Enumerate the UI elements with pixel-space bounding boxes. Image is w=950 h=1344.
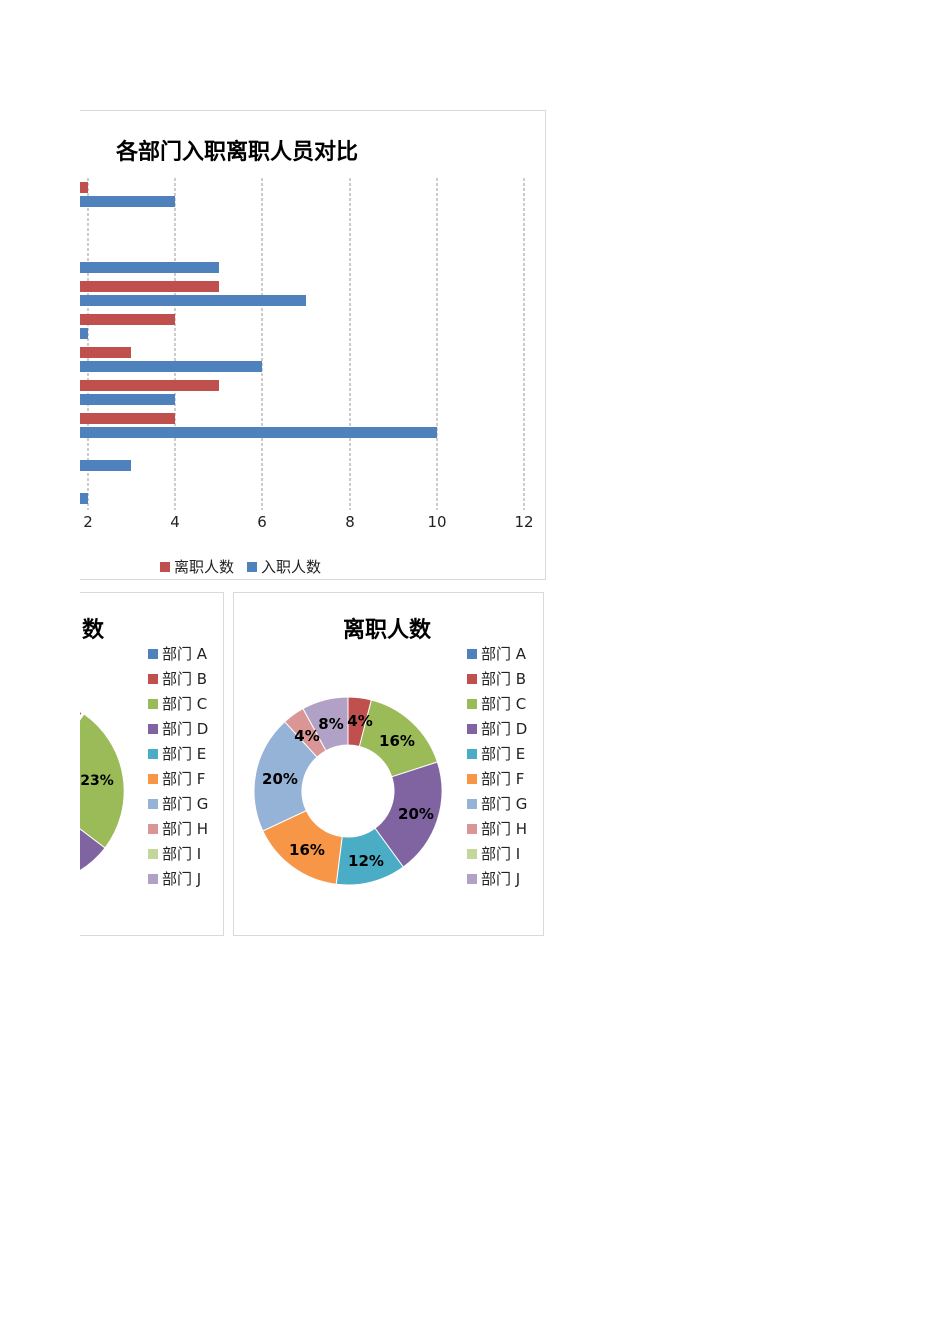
legend-swatch xyxy=(148,873,158,884)
donut-resign-title: 离职人数 xyxy=(343,618,432,643)
bar-hire-a xyxy=(80,493,88,504)
pie-slice-a xyxy=(80,711,83,717)
bar-hire-e xyxy=(80,361,262,372)
bar-hire-g xyxy=(80,295,306,306)
bar-resign-j xyxy=(80,182,88,193)
pie-slice-c xyxy=(80,713,125,849)
bar-chart-title: 各部门入职离职人员对比 xyxy=(116,140,359,165)
legend-swatch xyxy=(148,748,158,759)
legend-swatch xyxy=(148,648,158,659)
donut-label-e: 12% xyxy=(348,852,384,870)
x-tick: 8 xyxy=(345,513,355,531)
donut-label-b: 4% xyxy=(347,712,373,730)
bar-resign-e xyxy=(80,347,131,358)
donut-label-d: 20% xyxy=(398,805,434,823)
x-tick: 4 xyxy=(170,513,180,531)
bar-chart-panel[interactable] xyxy=(80,110,546,580)
donut-label-f: 16% xyxy=(289,841,325,859)
legend-resign: 离职人数 xyxy=(160,556,234,577)
pie-hire-title: 数 xyxy=(82,618,105,643)
donut-slice-j xyxy=(302,696,349,752)
legend-swatch xyxy=(467,698,477,709)
legend-swatch xyxy=(467,748,477,759)
pie-slice-d xyxy=(80,828,106,871)
pie-hire-label-c: 23% xyxy=(80,773,114,789)
x-tick: 12 xyxy=(514,513,534,531)
viewport: 各部门入职离职人员对比 xyxy=(80,0,950,1344)
legend-swatch xyxy=(467,648,477,659)
donut-label-j: 8% xyxy=(318,715,344,733)
gridlines xyxy=(87,178,525,510)
legend-swatch xyxy=(148,673,158,684)
x-tick: 2 xyxy=(83,513,93,531)
bar-hire-h xyxy=(80,262,219,273)
legend-swatch xyxy=(148,773,158,784)
legend-swatch-hire xyxy=(247,561,257,572)
legend-swatch xyxy=(467,798,477,809)
legend-swatch xyxy=(467,673,477,684)
legend-swatch xyxy=(148,798,158,809)
bar-resign-c xyxy=(80,413,175,424)
legend-swatch xyxy=(467,823,477,834)
x-tick: 10 xyxy=(427,513,447,531)
bar-resign-g xyxy=(80,281,219,292)
bar-hire-j xyxy=(80,196,175,207)
bar-hire-c xyxy=(80,427,437,438)
legend-swatch-resign xyxy=(160,561,170,572)
bar-hire-b xyxy=(80,460,131,471)
bar-resign-f xyxy=(80,314,175,325)
legend-swatch xyxy=(467,873,477,884)
legend-swatch xyxy=(467,848,477,859)
bar-chart-plot xyxy=(80,178,525,510)
pie-hire-plot xyxy=(80,711,125,871)
legend-swatch xyxy=(148,848,158,859)
donut-label-c: 16% xyxy=(379,732,415,750)
legend-swatch xyxy=(467,723,477,734)
legend-swatch xyxy=(148,823,158,834)
donut-resign-plot xyxy=(253,696,443,886)
x-tick: 6 xyxy=(257,513,267,531)
bar-resign-d xyxy=(80,380,219,391)
bars xyxy=(80,182,437,504)
legend-swatch xyxy=(148,698,158,709)
donut-label-h: 4% xyxy=(294,727,320,745)
legend-swatch xyxy=(467,773,477,784)
legend-hire: 入职人数 xyxy=(247,556,321,577)
bar-hire-d xyxy=(80,394,175,405)
legend-swatch xyxy=(148,723,158,734)
donut-label-g: 20% xyxy=(262,770,298,788)
bar-hire-f xyxy=(80,328,88,339)
